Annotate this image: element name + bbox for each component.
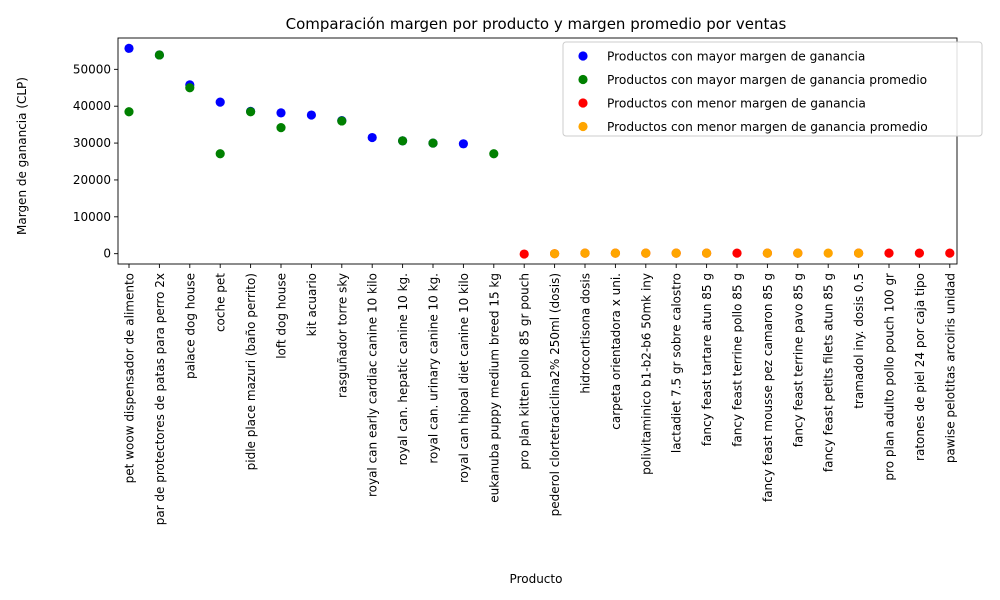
data-point-series-4 — [641, 248, 651, 258]
axes-frame — [117, 37, 958, 265]
legend-label: Productos con mayor margen de ganancia p… — [607, 73, 927, 87]
data-point-series-4 — [702, 248, 712, 258]
x-tick-label: pawise pelotitas arcoiris unidad — [943, 273, 957, 463]
legend-label: Productos con menor margen de ganancia — [607, 97, 866, 111]
legend-marker — [578, 98, 588, 108]
data-point-series-4 — [580, 248, 590, 258]
x-tick-label: royal can. hepatic canine 10 kg. — [396, 273, 410, 465]
x-tick-label: pet woow dispensador de alimento — [123, 273, 137, 483]
x-tick-label: hidrocortisona dosis — [579, 273, 593, 394]
x-tick-label: pro plan adulto pollo pouch 100 gr — [883, 273, 897, 481]
y-axis-label: Margen de ganancia (CLP) — [15, 77, 29, 235]
x-tick-label: palace dog house — [183, 273, 197, 379]
data-point-series-1 — [215, 97, 225, 107]
data-point-series-3 — [732, 248, 742, 258]
x-tick-label: pro plan kitten pollo 85 gr pouch — [518, 273, 532, 470]
legend-box — [562, 41, 983, 137]
x-tick-label: par de protectores de patas para perro 2… — [153, 273, 167, 525]
legend-label: Productos con menor margen de ganancia p… — [607, 120, 928, 134]
data-point-series-1 — [306, 110, 316, 120]
data-point-series-2 — [398, 136, 408, 146]
y-tick-label: 0 — [103, 247, 111, 261]
legend-marker — [578, 74, 588, 85]
data-point-series-2 — [246, 107, 256, 117]
x-tick-label: fancy feast mousse pez camaron 85 g — [761, 273, 775, 502]
data-point-series-1 — [367, 132, 377, 143]
data-point-series-4 — [610, 248, 621, 258]
y-tick-label: 40000 — [73, 99, 111, 113]
x-tick-label: carpeta orientadora x uni. — [609, 273, 623, 430]
x-tick-label: polivitaminico b1-b2-b6 50mk iny — [639, 273, 653, 475]
x-tick-label: tramadol iny. dosis 0.5 — [852, 273, 866, 409]
y-tick-label: 50000 — [73, 62, 111, 76]
x-tick-label: royal can. urinary canine 10 kg. — [427, 273, 441, 464]
data-point-series-3 — [914, 248, 925, 258]
data-point-series-1 — [276, 108, 286, 118]
x-tick-label: royal can hipoal diet canine 10 kilo — [457, 273, 471, 483]
x-tick-label: kit acuario — [305, 273, 319, 336]
x-axis-label: Producto — [510, 572, 563, 586]
data-point-series-2 — [428, 138, 438, 148]
x-tick-label: ratones de piel 24 por caja tipo — [913, 273, 927, 461]
data-point-series-2 — [276, 122, 286, 133]
legend-label: Productos con mayor margen de ganancia — [607, 50, 865, 64]
x-tick-label: pederol clortetraciclina2% 250ml (dosis) — [548, 273, 562, 516]
data-point-series-4 — [550, 249, 560, 259]
x-tick-label: pidle place mazuri (baño perrito) — [244, 273, 258, 470]
legend-marker — [578, 121, 588, 132]
x-tick-label: coche pet — [214, 273, 228, 332]
data-point-series-4 — [793, 248, 803, 258]
y-tick-label: 10000 — [73, 210, 111, 224]
data-point-series-1 — [124, 43, 134, 53]
data-point-series-4 — [854, 248, 864, 258]
x-tick-label: fancy feast petits filets atun 85 g — [822, 273, 836, 472]
y-tick-label: 30000 — [73, 136, 111, 150]
x-tick-label: rasguñador torre sky — [335, 273, 349, 398]
data-point-series-2 — [489, 149, 499, 159]
data-point-series-4 — [671, 248, 681, 258]
y-tick-label: 20000 — [73, 173, 111, 187]
x-tick-label: lactadiet 7.5 gr sobre calostro — [670, 273, 684, 453]
data-point-series-3 — [945, 248, 955, 258]
data-point-series-3 — [519, 249, 529, 259]
plot-area: 0 10000 20000 30000 40000 50000 pet woow dispe… — [73, 37, 983, 525]
x-tick-label: royal can early cardiac canine 10 kilo — [366, 273, 380, 497]
x-tick-label: fancy feast terrine pavo 85 g — [791, 273, 805, 447]
data-point-series-4 — [823, 248, 833, 258]
data-point-series-1 — [458, 139, 468, 149]
x-tick-label: fancy feast terrine pollo 85 g — [731, 273, 745, 447]
x-tick-label: eukanuba puppy medium breed 15 kg — [487, 273, 501, 503]
data-point-series-2 — [124, 107, 134, 117]
data-point-series-2 — [185, 83, 195, 93]
data-point-series-4 — [762, 248, 773, 258]
legend-marker — [578, 51, 588, 61]
data-point-series-2 — [337, 116, 347, 126]
chart-title: Comparación margen por producto y margen… — [286, 15, 787, 33]
x-tick-label: fancy feast tartare atun 85 g — [700, 273, 714, 446]
data-point-series-2 — [215, 149, 225, 159]
data-point-series-2 — [154, 50, 164, 60]
data-point-series-3 — [884, 248, 894, 258]
x-tick-label: loft dog house — [275, 273, 289, 359]
